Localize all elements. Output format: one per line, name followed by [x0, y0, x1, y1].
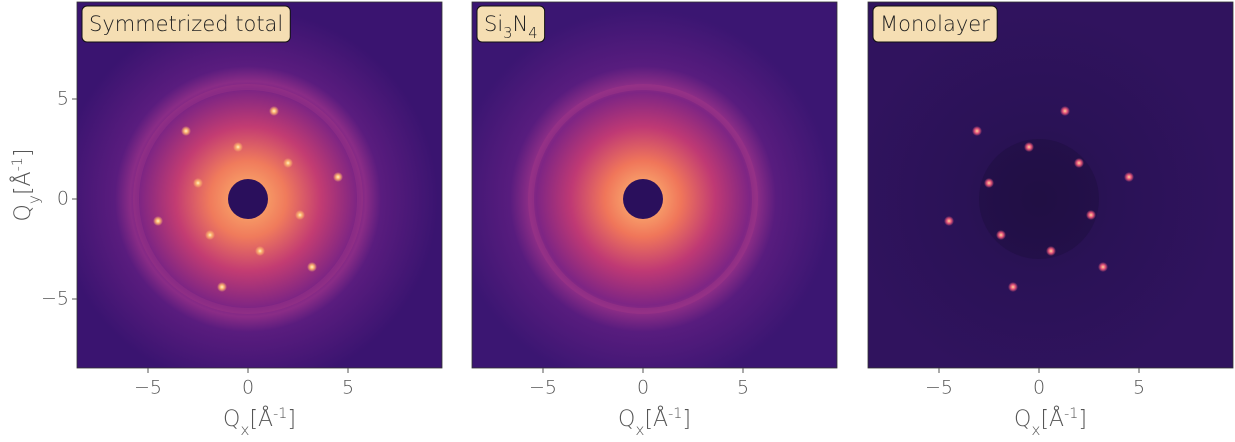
text-part: -1 [668, 406, 682, 422]
text-part: Q [618, 407, 635, 432]
bragg-spot [972, 126, 982, 136]
x-tick-label: 0 [242, 377, 254, 399]
beam-stop [228, 179, 268, 219]
text-part: -1 [10, 157, 26, 171]
bragg-spot [1086, 210, 1096, 220]
bragg-spot [193, 178, 203, 188]
bragg-spot [1098, 262, 1108, 272]
text-part: y [25, 195, 43, 204]
panel: −5 0 5 Qx[Å-1] Si3N4 [472, 2, 837, 438]
text-part: [Å [249, 406, 273, 432]
bragg-spot [295, 210, 305, 220]
bragg-spot [1074, 158, 1084, 168]
bragg-spot [255, 246, 265, 256]
bragg-spot [1046, 246, 1056, 256]
text-part: Symmetrized total [89, 12, 283, 36]
text-part: -1 [1064, 406, 1078, 422]
text-part: [Å [10, 171, 36, 195]
text-part: ] [1078, 407, 1087, 432]
y-tick-label: −5 [41, 288, 69, 310]
x-axis-label: Qx[Å-1] [618, 406, 691, 438]
text-part: ] [287, 407, 296, 432]
bragg-spot [233, 142, 243, 152]
bragg-spot [1024, 142, 1034, 152]
panel-title: Symmetrized total [89, 12, 283, 36]
x-tick-label: 5 [737, 377, 749, 399]
bragg-spot [1124, 172, 1134, 182]
bragg-spot [153, 216, 163, 226]
figure: −505−505Qx[Å-1]Qy[Å-1]Symmetrized total−… [0, 0, 1235, 438]
text-part: Monolayer [880, 12, 990, 36]
bragg-spot [996, 230, 1006, 240]
text-part: ] [11, 149, 36, 158]
x-axis-label: Qx[Å-1] [223, 406, 296, 438]
bragg-spot [333, 172, 343, 182]
residual [979, 139, 1099, 259]
text-part: x [1031, 421, 1040, 438]
bragg-spot [1060, 106, 1070, 116]
image [472, 2, 837, 368]
text-part: N [513, 12, 529, 36]
bragg-spot [307, 262, 317, 272]
text-part: [Å [644, 406, 668, 432]
bragg-spot [217, 282, 227, 292]
panel-title: Monolayer [880, 12, 990, 36]
bragg-spot [269, 106, 279, 116]
x-tick-label: 0 [637, 377, 649, 399]
text-part: [Å [1040, 406, 1064, 432]
text-part: -1 [273, 406, 287, 422]
text-part: Q [11, 204, 36, 221]
text-part: Q [1014, 407, 1031, 432]
text-part: Si [484, 12, 503, 36]
x-tick-label: −5 [925, 377, 953, 399]
x-tick-label: 5 [1133, 377, 1145, 399]
text-part: Q [223, 407, 240, 432]
text-part: x [635, 421, 644, 438]
y-tick-label: 5 [57, 88, 69, 110]
bragg-spot [181, 126, 191, 136]
x-tick-label: −5 [529, 377, 557, 399]
panel: −5 0 5 Qx[Å-1] Monolayer [868, 2, 1233, 438]
bragg-spot [984, 178, 994, 188]
bragg-spot [205, 230, 215, 240]
bragg-spot [944, 216, 954, 226]
bragg-spot [1008, 282, 1018, 292]
x-axis-label: Qx[Å-1] [1014, 406, 1087, 438]
text-part: 4 [528, 25, 537, 42]
text-part: ] [682, 407, 691, 432]
image [868, 2, 1233, 368]
text-part: 3 [503, 25, 512, 42]
x-tick-label: 5 [342, 377, 354, 399]
x-tick-label: 0 [1033, 377, 1045, 399]
beam-stop [623, 179, 663, 219]
y-axis-label: Qy[Å-1] [10, 149, 43, 222]
text-part: x [240, 421, 249, 438]
y-tick-label: 0 [57, 188, 69, 210]
bragg-spot [283, 158, 293, 168]
image [77, 2, 442, 368]
x-tick-label: −5 [134, 377, 162, 399]
